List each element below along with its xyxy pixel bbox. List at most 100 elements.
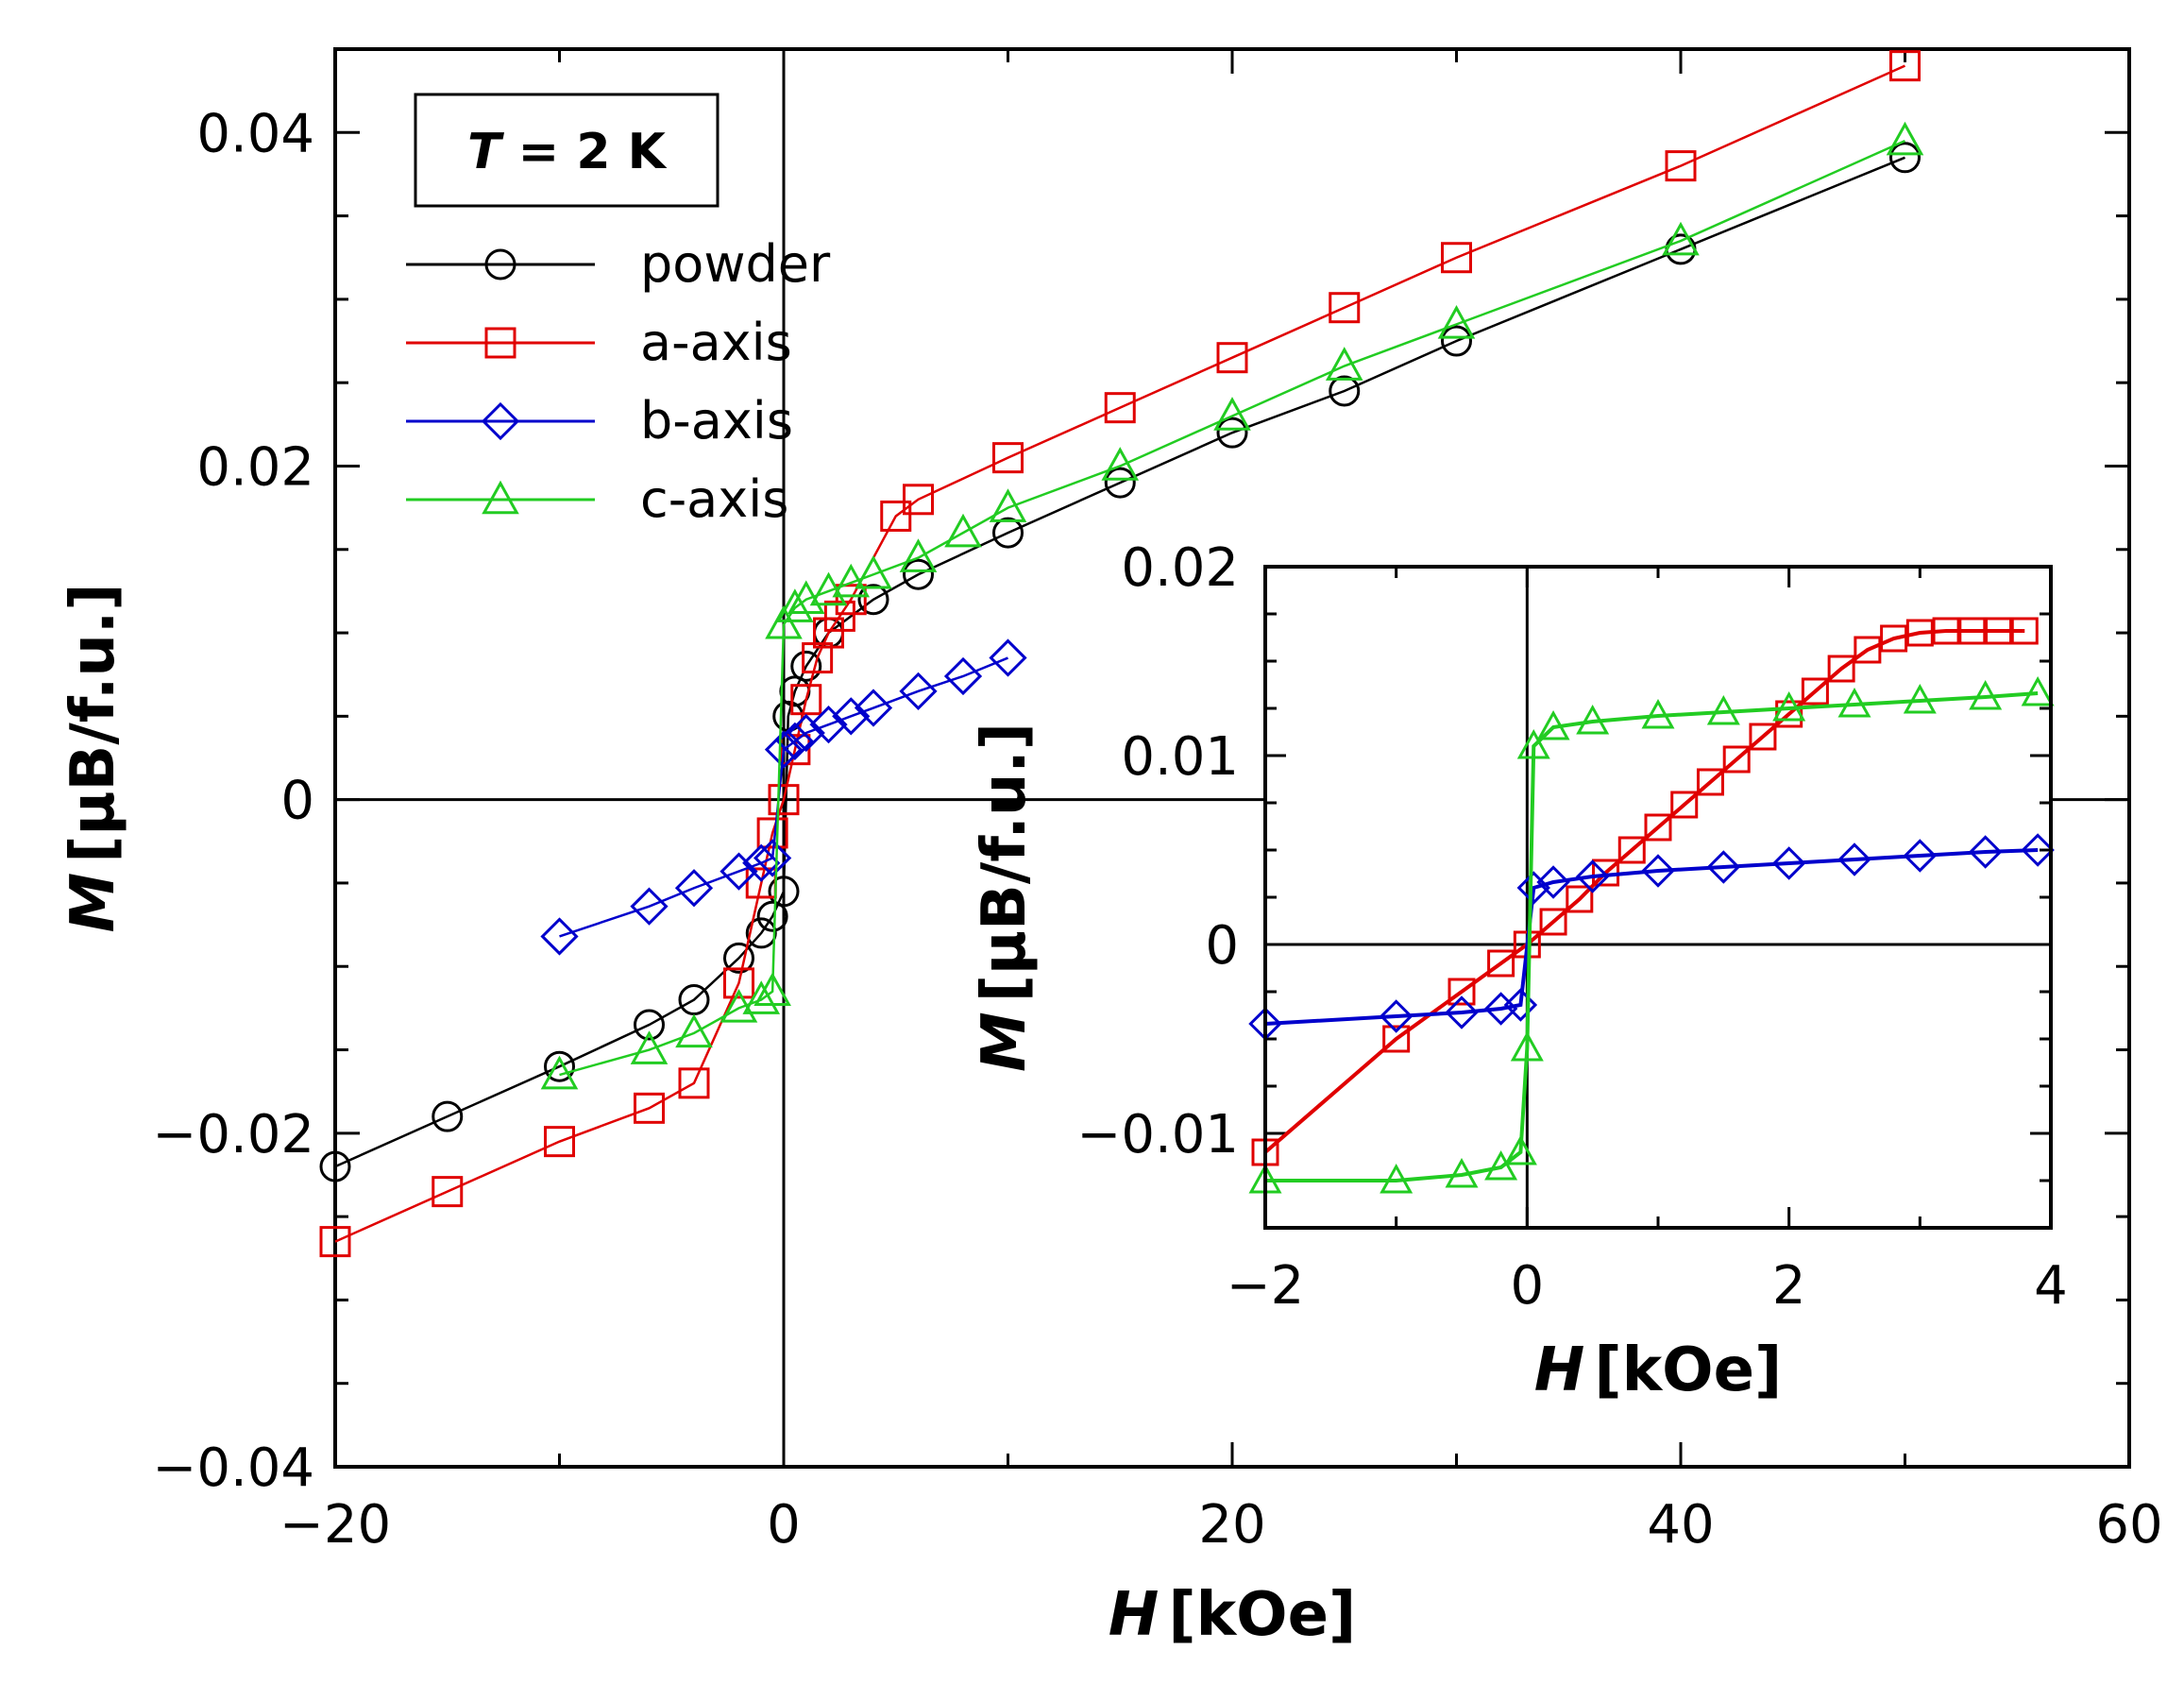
legend-label: a-axis (640, 313, 792, 372)
main-point-b-axis (943, 656, 983, 696)
legend-label: b-axis (640, 391, 793, 451)
legend: powder a-axis b-axis c-axis (406, 234, 831, 529)
main-point-a-axis (678, 1067, 710, 1099)
inset-point-c-axis (1445, 1157, 1479, 1188)
inset-point-b-axis (1837, 842, 1871, 876)
inset-point-b-axis (1445, 995, 1479, 1029)
inset-point-b-axis (2021, 833, 2055, 867)
inset-point-b-axis (1516, 871, 1550, 905)
inset-line-c-axis (1265, 691, 2039, 1182)
inset-x-tick-label: 0 (1511, 1255, 1545, 1317)
main-point-a-axis (835, 584, 867, 616)
inset-point-a-axis (1905, 619, 1934, 647)
main-point-a-axis (1665, 150, 1697, 182)
inset-y-tick-label: −0.01 (1076, 1104, 1239, 1165)
main-point-b-axis (775, 722, 814, 760)
inset-point-b-axis (1575, 859, 1610, 893)
inset-point-c-axis (1903, 683, 1937, 714)
main-point-c-axis (1101, 447, 1140, 481)
main-y-tick-label: 0 (280, 771, 314, 832)
inset-y-tick-label: 0.01 (1121, 726, 1239, 788)
inset-point-a-axis (1539, 908, 1567, 936)
inset-point-c-axis (2021, 675, 2055, 706)
main-point-powder (723, 942, 754, 974)
main-x-tick-label: 40 (1647, 1494, 1714, 1556)
main-point-c-axis (1886, 121, 1924, 156)
main-point-b-axis (764, 730, 804, 769)
main-point-c-axis (742, 980, 781, 1014)
inset-point-a-axis (1880, 624, 1908, 653)
inset-y-tick-label: 0 (1205, 915, 1239, 977)
main-x-tick-label: 20 (1198, 1494, 1265, 1556)
legend-marker-c-axis (482, 480, 519, 515)
inset-series-c-axis (1248, 675, 2055, 1194)
main-point-c-axis (855, 554, 892, 589)
inset-x-tick-label: 2 (1772, 1255, 1806, 1317)
main-series-group (319, 50, 1924, 1258)
inset-y-axis-title: M[μB/f.u.] (970, 723, 1040, 1072)
main-y-axis-title: M[μB/f.u.] (59, 584, 128, 933)
inset-x-axis-title: H [kOe] (1534, 1335, 1782, 1405)
main-point-a-axis (992, 442, 1024, 474)
legend-marker-a-axis (484, 327, 516, 359)
legend-marker-b-axis (481, 401, 520, 441)
inset-point-a-axis (1801, 677, 1829, 706)
main-point-a-axis (802, 642, 834, 674)
main-point-powder (678, 984, 710, 1016)
inset-point-b-axis (1641, 854, 1675, 888)
main-point-c-axis (1325, 347, 1363, 381)
inset-point-c-axis (1484, 1149, 1518, 1181)
main-point-c-axis (753, 972, 791, 1007)
temperature-annotation: T = 2 K (414, 93, 720, 208)
main-point-b-axis (742, 843, 781, 882)
main-point-a-axis (544, 1126, 575, 1158)
main-point-powder (1889, 142, 1921, 174)
main-point-c-axis (675, 1013, 713, 1048)
inset-x-tick-label: −2 (1227, 1255, 1305, 1317)
main-point-powder (790, 650, 822, 682)
inset-point-a-axis (1644, 813, 1672, 842)
main-y-tick-label: −0.02 (152, 1104, 314, 1165)
inset-point-b-axis (1536, 865, 1570, 899)
main-point-powder (992, 517, 1024, 549)
main-point-c-axis (765, 604, 803, 639)
inset-point-a-axis (1958, 617, 1987, 645)
inset-point-a-axis (1827, 655, 1855, 683)
inset-point-a-axis (1566, 885, 1594, 913)
main-point-powder (1329, 375, 1361, 407)
main-point-powder (1216, 417, 1248, 449)
main-line-a-axis (334, 64, 1906, 1243)
main-point-powder (544, 1050, 575, 1082)
main-point-powder (903, 558, 934, 590)
inset-point-a-axis (1722, 745, 1751, 774)
inset-x-tick-label: 4 (2034, 1255, 2068, 1317)
inset-point-b-axis (1503, 988, 1538, 1022)
main-point-c-axis (776, 588, 814, 622)
main-point-a-axis (790, 684, 822, 716)
main-point-b-axis (787, 713, 825, 753)
inset-point-a-axis (1854, 636, 1882, 664)
main-point-a-axis (823, 600, 855, 632)
main-y-tick-label: 0.04 (196, 103, 314, 164)
main-x-tick-label: 60 (2095, 1494, 2162, 1556)
inset-y-tick-label: 0.02 (1121, 537, 1239, 599)
inset-point-c-axis (1536, 709, 1570, 740)
main-point-a-axis (1216, 342, 1248, 374)
main-x-tick-label: 0 (767, 1494, 801, 1556)
inset-point-b-axis (1968, 835, 2003, 869)
main-point-b-axis (674, 869, 714, 908)
legend-marker-powder (484, 248, 516, 281)
main-point-powder (756, 900, 788, 932)
main-point-powder (319, 1150, 351, 1182)
main-point-powder (857, 584, 889, 616)
main-point-a-axis (634, 1092, 665, 1124)
inset-point-c-axis (1837, 687, 1871, 718)
inset-tick-labels: −2 0 2 4 −0.01 0 0.01 0.02 (1076, 537, 2067, 1317)
inset-point-a-axis (1932, 617, 1960, 645)
inset-point-a-axis (1985, 617, 2013, 645)
main-point-c-axis (944, 513, 982, 548)
main-point-a-axis (1329, 292, 1361, 324)
main-point-b-axis (989, 638, 1027, 677)
inset-point-c-axis (1772, 690, 1806, 722)
